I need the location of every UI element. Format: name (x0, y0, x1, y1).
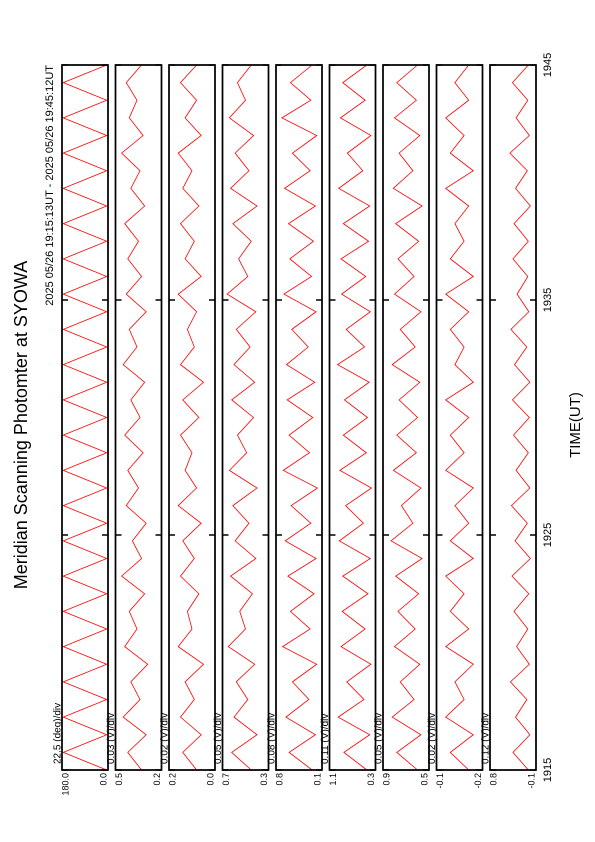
y-tick-label: 0.8 (274, 773, 284, 786)
y-tick-label: -0.1 (435, 773, 445, 789)
signal-line (226, 64, 258, 771)
panel-border (168, 64, 216, 771)
y-tick-label: 0.1 (312, 773, 322, 786)
y-tick-label: 0.5 (419, 773, 429, 786)
y-tick-label: 0.3 (366, 773, 376, 786)
panel-border (435, 64, 484, 771)
panel-border (382, 64, 430, 771)
y-tick-label: 1.1 (328, 773, 338, 786)
panel-scale-label: 0.11 (V)/div (320, 714, 331, 764)
panel-scale-label: 22.5 (deg)/div (53, 703, 64, 764)
y-tick-label: 0.3 (259, 773, 269, 786)
signal-line (509, 64, 531, 771)
panel-scale-label: 0.08 (V)/div (267, 713, 278, 764)
panel-frame (435, 64, 484, 771)
chart-title: Meridian Scanning Photomter at SYOWA (11, 261, 31, 589)
panel-frame (328, 64, 377, 771)
signal-line (121, 64, 149, 771)
panel-border (61, 64, 109, 771)
signal-line (62, 64, 108, 771)
y-tick-label: 0.8 (488, 773, 498, 786)
y-tick-label: 0.5 (114, 773, 124, 786)
x-tick-label: 1935 (542, 288, 554, 312)
panel-scale-label: 0.02 (V)/div (427, 713, 438, 764)
y-tick-label: -0.2 (473, 773, 483, 789)
rotated-plot: Meridian Scanning Photomter at SYOWA 202… (11, 53, 584, 796)
panel-scale-label: 0.12 (V)/div (481, 713, 492, 764)
panel-border (114, 64, 163, 771)
y-tick-label: 0.2 (167, 773, 177, 786)
y-tick-label: 0.2 (152, 773, 162, 786)
panel-scale-label: 0.05 (V)/div (374, 713, 385, 764)
panel-border (221, 64, 270, 771)
signal-line (336, 64, 373, 771)
y-tick-label: 0.0 (205, 773, 215, 786)
panel-frame (114, 64, 163, 771)
panel-scale-label: 0.03 (V)/div (106, 713, 117, 764)
panel-border (275, 64, 323, 771)
signal-line (177, 64, 205, 771)
y-tick-label: 0.9 (381, 773, 391, 786)
signal-line (390, 64, 423, 771)
x-axis-label: TIME(UT) (567, 392, 584, 458)
y-tick-label: 180.0 (60, 773, 70, 796)
panel-frame (382, 64, 430, 771)
signal-line (445, 64, 474, 771)
y-tick-label: 0.7 (221, 773, 231, 786)
y-tick-label: 0.0 (98, 773, 108, 786)
panel-frame (221, 64, 270, 771)
x-tick-label: 1915 (542, 758, 554, 782)
y-tick-label: -0.1 (526, 773, 536, 789)
panel-frame (275, 64, 323, 771)
x-tick-label: 1925 (542, 523, 554, 547)
panel-scale-label: 0.02 (V)/div (160, 713, 171, 764)
panel-frame (61, 64, 109, 771)
panel-border (328, 64, 377, 771)
panel-scale-label: 0.05 (V)/div (213, 713, 224, 764)
panel-border (489, 64, 537, 771)
signal-line (281, 64, 319, 771)
x-tick-label: 1945 (542, 53, 554, 77)
subtitle: 2025 05/26 19:15:13UT - 2025 05/26 19:45… (44, 65, 56, 306)
